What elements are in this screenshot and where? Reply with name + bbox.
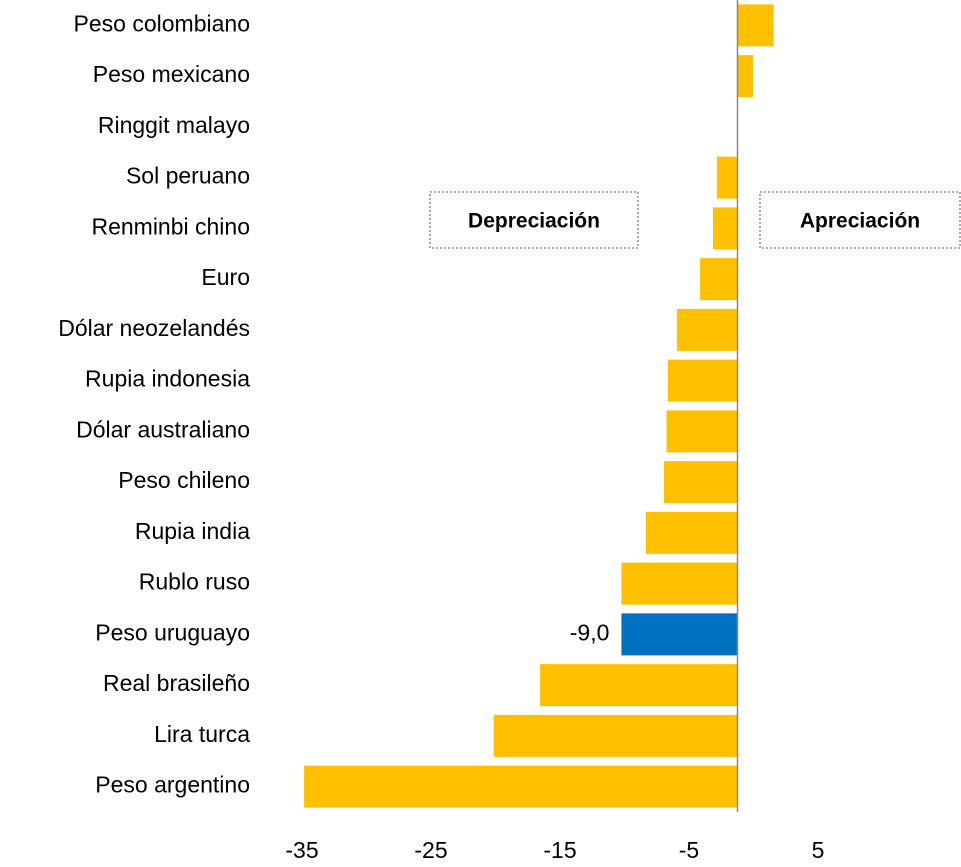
x-tick-label: -15 <box>543 837 576 863</box>
bar <box>540 664 738 707</box>
bar <box>712 207 738 250</box>
y-tick-label: Rublo ruso <box>139 569 250 595</box>
bar <box>716 156 738 199</box>
y-tick-label: Renminbi chino <box>91 213 250 239</box>
y-tick-label: Real brasileño <box>103 670 250 696</box>
bar <box>493 714 738 757</box>
y-tick-label: Peso chileno <box>118 467 250 493</box>
y-tick-label: Euro <box>201 264 250 290</box>
bar <box>621 613 738 656</box>
y-tick-label: Rupia indonesia <box>85 366 250 392</box>
annotation: Depreciación <box>468 210 600 233</box>
bar <box>645 511 738 554</box>
bar <box>737 4 774 47</box>
y-tick-label: Lira turca <box>154 721 250 747</box>
y-tick-label: Dólar australiano <box>76 416 250 442</box>
y-tick-label: Peso mexicano <box>93 61 250 87</box>
y-tick-label: Rupia india <box>135 518 250 544</box>
y-tick-label: Peso uruguayo <box>95 619 250 645</box>
x-tick-label: -35 <box>285 837 318 863</box>
bar <box>700 258 738 301</box>
y-tick-label: Ringgit malayo <box>98 112 250 138</box>
annotation-box <box>429 191 639 249</box>
x-tick-label: 5 <box>812 837 825 863</box>
data-label: -9,0 <box>570 619 610 645</box>
y-tick-label: Peso argentino <box>95 772 250 798</box>
y-tick-label: Dólar neozelandés <box>58 315 250 341</box>
bar <box>304 765 738 808</box>
bar <box>737 55 753 98</box>
x-tick-label: -25 <box>414 837 447 863</box>
y-tick-label: Peso colombiano <box>74 10 250 36</box>
bar <box>676 308 738 351</box>
x-tick-label: -5 <box>679 837 699 863</box>
bar <box>666 410 738 453</box>
bar <box>663 461 738 504</box>
bar <box>621 562 738 605</box>
annotation: Apreciación <box>800 210 920 233</box>
bar <box>667 359 738 402</box>
y-tick-label: Sol peruano <box>126 163 250 189</box>
annotation-box <box>759 191 961 249</box>
